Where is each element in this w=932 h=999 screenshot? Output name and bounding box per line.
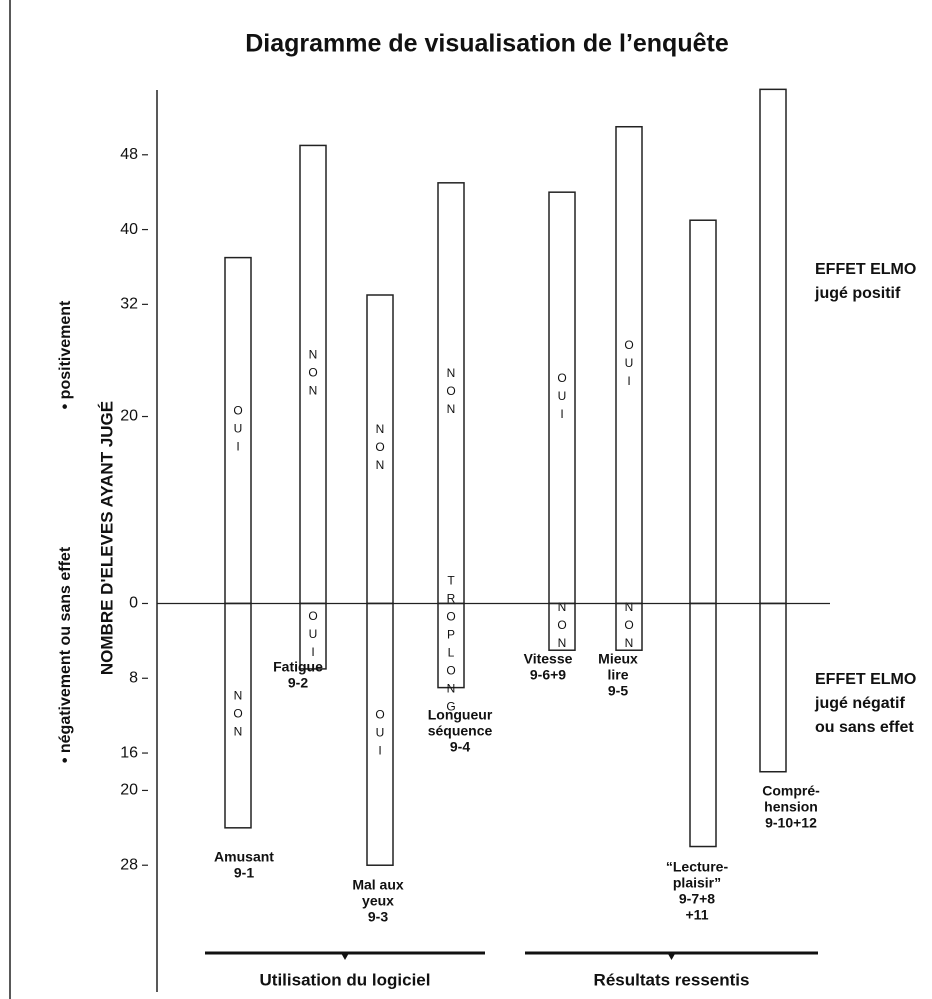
y-tick-label: 0 (129, 595, 138, 612)
category-label: Longueur (428, 707, 493, 723)
bar-segment (689, 219, 717, 605)
bar-label: OUI (306, 609, 320, 663)
category-label: plaisir” (673, 875, 721, 891)
bar-segment (366, 294, 394, 605)
bar-segment (759, 602, 787, 773)
annotation: ou sans effet (815, 719, 914, 736)
bar-label: OUI (622, 338, 636, 392)
y-axis-label-negative: • négativement ou sans effet (57, 546, 74, 763)
category-label: yeux (362, 893, 394, 909)
y-axis-label: NOMBRE D'ELEVES AYANT JUGÉ (97, 401, 116, 675)
bar-label: OUI (555, 371, 569, 425)
category-label: séquence (428, 723, 493, 739)
category-label: 9-10+12 (765, 815, 817, 831)
category-label: Mal aux (352, 877, 404, 893)
category-label: 9-2 (288, 675, 308, 691)
bar-label: OUI (231, 404, 245, 458)
annotation: jugé positif (814, 285, 901, 302)
category-label: 9-7+8 (679, 891, 715, 907)
group-label: Résultats ressentis (594, 970, 750, 989)
chart-title: Diagramme de visualisation de l’enquête (245, 30, 729, 58)
bar-segment (224, 256, 252, 605)
y-tick-label: 8 (129, 669, 138, 686)
y-tick-label: 16 (120, 744, 138, 761)
category-label: 9-5 (608, 683, 628, 699)
bar-segment (689, 602, 717, 848)
bar-label: OUI (373, 707, 387, 761)
category-label: hension (764, 799, 818, 815)
bar-label: NON (555, 600, 569, 654)
annotation: EFFET ELMO (815, 261, 916, 278)
y-tick-label: 48 (120, 146, 138, 163)
y-tick-label: 20 (120, 782, 138, 799)
group-marker (667, 953, 676, 960)
category-label: +11 (686, 907, 709, 923)
category-label: Amusant (214, 849, 274, 865)
category-label: 9-1 (234, 865, 254, 881)
bar-segment (548, 191, 576, 605)
y-axis-label-positive: • positivement (57, 300, 74, 409)
y-tick-label: 28 (120, 856, 138, 873)
group-marker (341, 953, 349, 960)
category-label: Vitesse (524, 651, 573, 667)
category-label: 9-6+9 (530, 667, 566, 683)
bar-segment (437, 602, 465, 689)
category-label: lire (607, 667, 628, 683)
category-label: “Lecture- (666, 859, 729, 875)
bar-label: NON (622, 600, 636, 654)
category-label: Mieux (598, 651, 638, 667)
bar-segment (299, 144, 327, 605)
category-label: 9-4 (450, 739, 470, 755)
bar-label: NON (373, 422, 387, 476)
bar-label: NON (444, 366, 458, 420)
bar-label: NON (231, 689, 245, 743)
annotation: jugé négatif (814, 695, 905, 712)
category-label: Compré- (762, 783, 820, 799)
bar-label: TROPLONG (444, 574, 458, 718)
y-tick-label: 20 (120, 408, 138, 425)
y-tick-label: 32 (120, 296, 138, 313)
bar-segment (615, 125, 643, 605)
category-label: 9-3 (368, 909, 388, 925)
y-tick-label: 40 (120, 221, 138, 238)
group-label: Utilisation du logiciel (260, 970, 431, 989)
category-label: Fatigue (273, 659, 323, 675)
bar-label: NON (306, 347, 320, 401)
annotation: EFFET ELMO (815, 671, 916, 688)
bar-segment (615, 602, 643, 651)
bar-segment (437, 182, 465, 605)
bar-segment (759, 88, 787, 605)
